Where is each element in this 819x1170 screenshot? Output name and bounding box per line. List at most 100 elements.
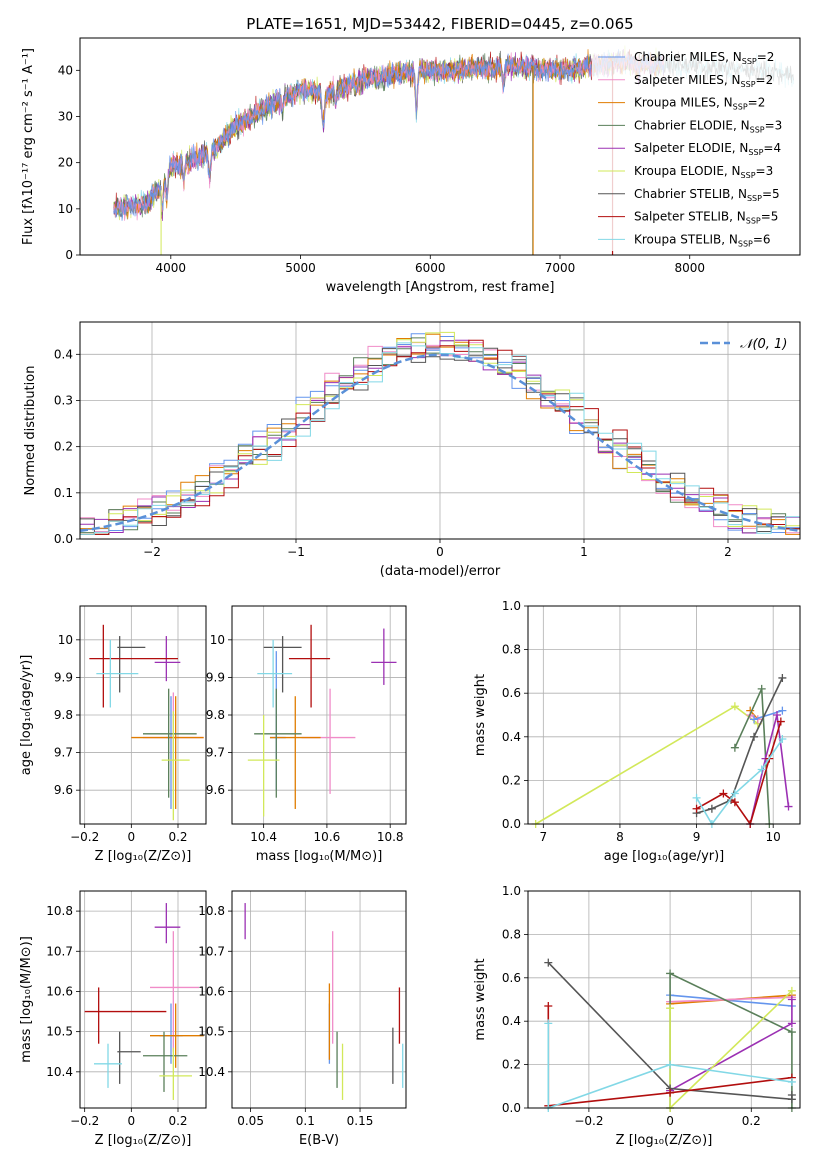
x-axis-label: Z [log₁₀(Z/Z⊙)] [95,1133,192,1148]
y-tick-label: 20 [58,156,73,170]
x-tick-label: 1 [580,545,588,559]
x-axis-label: Z [log₁₀(Z/Z⊙)] [616,1133,713,1148]
legend-entry-cm: Chabrier MILES, NSSP=2 [634,50,774,66]
plot-area [531,673,793,828]
weight-line-se [669,999,793,1092]
weight-marker-ce [787,1028,796,1037]
y-tick-label: 10 [210,633,225,647]
y-tick-label: 0.8 [502,643,521,657]
x-tick-label: 0.2 [168,1114,187,1128]
y-tick-label: 10.8 [46,904,73,918]
legend-entry-ss: Salpeter STELIB, NSSP=5 [634,210,778,226]
y-tick-label: 0.6 [502,686,521,700]
x-tick-label: 4000 [156,261,187,275]
weight-marker-ss [776,717,785,726]
y-axis-label: Flux [fλ10⁻¹⁷ erg cm⁻² s⁻¹ A⁻¹] [21,48,36,245]
histogram-cs [80,347,800,535]
spectrum-line-cm [113,49,665,221]
weight-marker-ks [692,793,701,802]
x-tick-label: 0.2 [742,1114,761,1128]
y-tick-label: 0.2 [502,773,521,787]
x-tick-label: 0 [666,1114,674,1128]
normal-curve [79,353,801,533]
x-tick-label: 7000 [545,261,576,275]
y-tick-label: 9.8 [54,708,73,722]
weight-marker-ss [730,798,739,807]
y-tick-label: 10 [58,633,73,647]
x-tick-label: 0.15 [347,1114,374,1128]
weight-marker-ce [666,969,675,978]
axes-frame [527,890,801,1109]
plot-area [84,903,204,1100]
y-tick-label: 9.9 [54,670,73,684]
weight-marker-cs [707,804,716,813]
x-tick-label: 10.4 [250,830,277,844]
weight-marker-ks [666,1060,675,1069]
y-tick-label: 0.0 [502,817,521,831]
legend-entry-cs: Chabrier STELIB, NSSP=5 [634,187,780,203]
y-axis-label: Normed distribution [23,366,38,496]
weight-marker-cm [750,715,759,724]
legend-box [592,43,796,251]
x-axis-label: Z [log₁₀(Z/Z⊙)] [95,849,192,864]
weight-marker-ks [730,789,739,798]
weight-marker-se [787,1019,796,1028]
weight-line-sm [670,996,792,1003]
plot-area [544,958,796,1112]
weight-marker-ke [666,1004,675,1013]
y-tick-label: 0.4 [502,1014,521,1028]
x-tick-label: 7 [540,830,548,844]
x-axis-label: E(B-V) [299,1133,339,1148]
y-tick-label: 0.1 [54,486,73,500]
y-tick-label: 9.7 [54,746,73,760]
y-tick-label: 10.7 [46,944,73,958]
y-tick-label: 1.0 [502,884,521,898]
panel-weight-vs-age: 7 8 9 10 0.0 0.2 0.4 0.6 0.8 1.0 age [log₁₀(age/yr… [473,599,801,864]
y-axis-label: mass weight [473,958,488,1040]
y-tick-label: 1.0 [502,599,521,613]
legend-entry-ce: Chabrier ELODIE, NSSP=3 [634,118,782,134]
axes-frame [527,605,801,825]
panel-weight-vs-Z: −0.2 0 0.2 0.0 0.2 0.4 0.6 0.8 1.0 Z [log₁₀(Z/Z⊙)… [473,884,801,1148]
axes-frame [79,890,207,1109]
y-tick-label: 0.0 [502,1101,521,1115]
weight-marker-cs [750,732,759,741]
x-tick-label: 0 [436,545,444,559]
y-tick-label: 0.3 [54,393,73,407]
weight-line-ks [695,738,784,826]
y-axis-label: age [log₁₀(age/yr)] [19,655,34,776]
y-tick-label: 0.4 [54,347,73,361]
weight-marker-ss [666,1088,675,1097]
y-tick-label: 10.4 [198,1065,225,1079]
histogram-ss [80,339,800,535]
y-tick-label: 0.2 [54,440,73,454]
x-tick-label: 8000 [674,261,705,275]
y-tick-label: 9.9 [206,670,225,684]
y-tick-label: 0.0 [54,532,73,546]
x-tick-label: 10.8 [377,830,404,844]
weight-marker-ce [730,743,739,752]
weight-line-ce [669,972,793,1108]
x-tick-label: 6000 [415,261,446,275]
histogram-se [80,339,800,534]
y-tick-label: 10.5 [46,1025,73,1039]
legend-entry-se: Salpeter ELODIE, NSSP=4 [634,141,781,157]
weight-marker-cm [778,706,787,715]
histogram-ks [80,342,800,535]
x-tick-label: −1 [287,545,305,559]
y-tick-label: 9.6 [54,783,73,797]
axes-frame [79,321,801,540]
x-axis-label: wavelength [Angstrom, rest frame] [326,280,555,295]
y-tick-label: 10 [58,202,73,216]
y-tick-label: 10.5 [198,1025,225,1039]
plot-area [89,624,204,821]
axes-frame [231,605,407,825]
y-axis-label: mass [log₁₀(M/M⊙)] [19,936,34,1063]
y-tick-label: 10.6 [46,984,73,998]
weight-marker-ks [544,1019,553,1028]
weight-marker-ks [778,734,787,743]
x-tick-label: 5000 [285,261,316,275]
weight-marker-cs [778,673,787,682]
panel-residuals: −2 −1 0 1 2 0.0 0.1 0.2 0.3 0.4 (data-model)/error… [23,321,801,579]
spectrum-line-sm [113,52,665,221]
